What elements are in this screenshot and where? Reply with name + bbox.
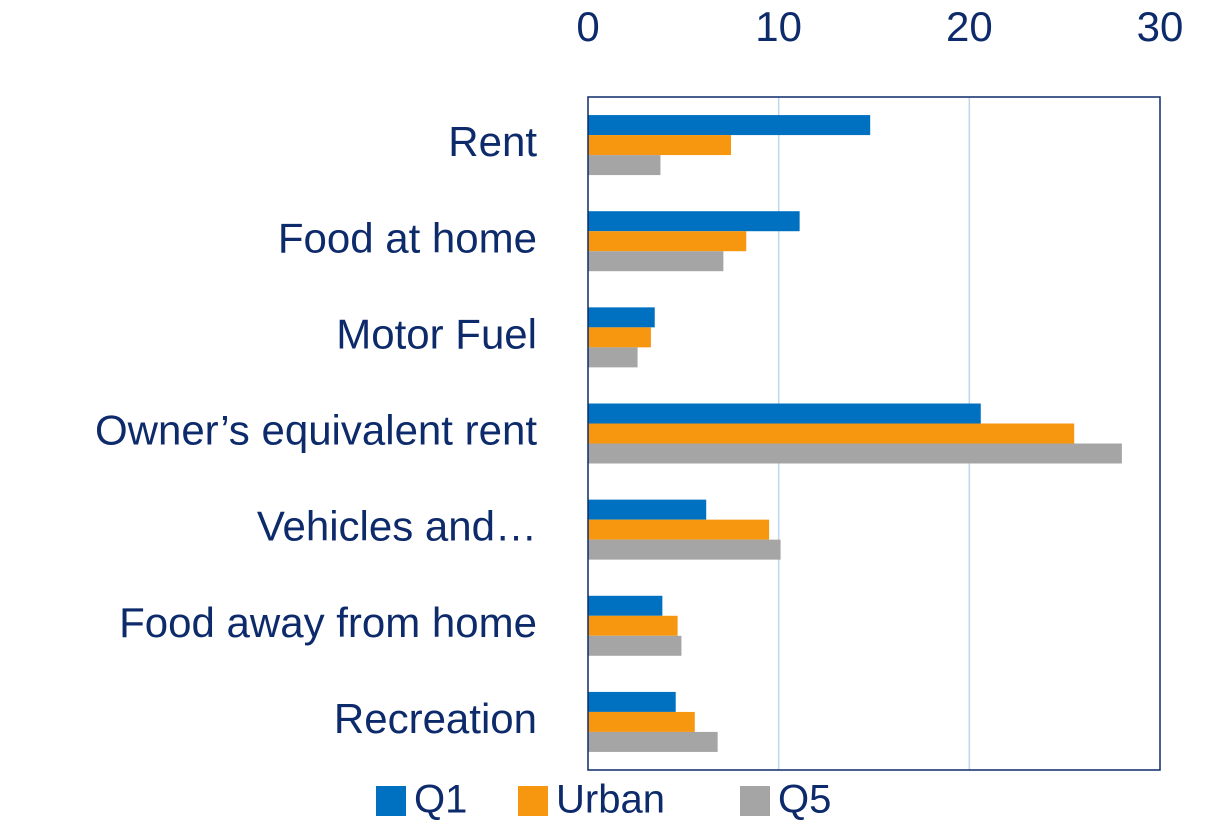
legend-label: Q5 [778, 778, 831, 822]
bar [588, 519, 770, 540]
x-tick-label: 0 [576, 3, 599, 50]
bar [588, 691, 676, 712]
bar [588, 307, 655, 328]
y-tick-label: Recreation [334, 695, 537, 742]
bar [588, 443, 1122, 464]
y-tick-label: Motor Fuel [336, 310, 537, 357]
legend-swatch [518, 786, 548, 816]
x-tick-label: 20 [946, 3, 993, 50]
y-tick-label: Food at home [278, 214, 537, 261]
bar [588, 539, 781, 560]
y-tick-label: Vehicles and… [257, 503, 537, 550]
legend-swatch [376, 786, 406, 816]
bar [588, 635, 682, 656]
y-tick-label: Rent [448, 118, 537, 165]
bar [588, 423, 1075, 444]
bar [588, 615, 678, 636]
bar [588, 135, 731, 156]
legend-swatch [740, 786, 770, 816]
bar [588, 231, 747, 252]
bar [588, 211, 800, 232]
legend-label: Q1 [414, 778, 467, 822]
bar [588, 731, 718, 752]
bar [588, 499, 707, 520]
plot-frame [587, 96, 1161, 771]
bar [588, 711, 695, 732]
legend-label: Urban [556, 778, 665, 822]
x-tick-label: 10 [755, 3, 802, 50]
bar [588, 595, 663, 616]
bar [588, 155, 661, 176]
bar [588, 115, 871, 136]
y-tick-label: Owner’s equivalent rent [95, 407, 537, 454]
bar [588, 251, 724, 272]
x-tick-label: 30 [1137, 3, 1184, 50]
bar [588, 327, 651, 348]
bar [588, 403, 981, 424]
bar [588, 347, 638, 368]
y-tick-label: Food away from home [119, 599, 537, 646]
